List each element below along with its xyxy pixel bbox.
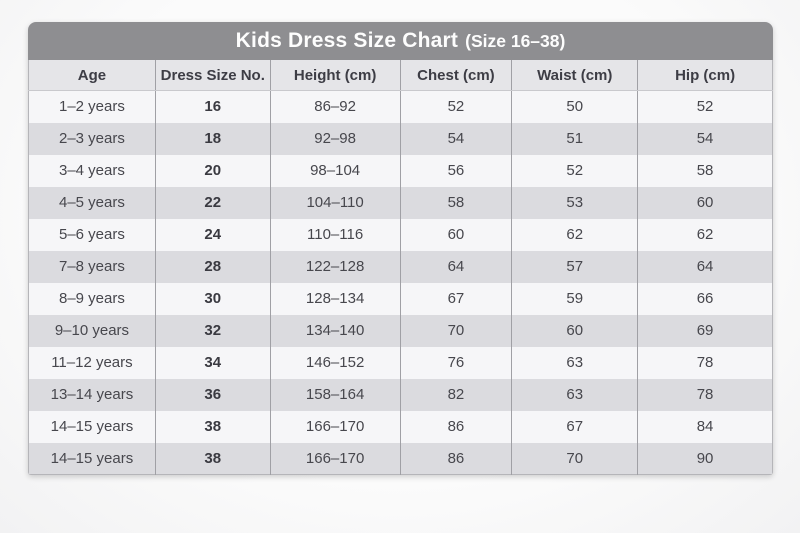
height-cell: 98–104	[269, 154, 401, 187]
table-row: 3–4 years 20 98–104 56 52 58	[28, 154, 773, 187]
hip-cell: 78	[637, 346, 773, 379]
waist-cell: 62	[511, 218, 638, 251]
table-row: 14–15 years 38 166–170 86 67 84	[28, 410, 773, 443]
waist-cell: 63	[511, 346, 638, 379]
column-header-height: Height (cm)	[269, 60, 401, 91]
height-cell: 86–92	[269, 90, 401, 123]
height-cell: 110–116	[269, 218, 401, 251]
table-row: 9–10 years 32 134–140 70 60 69	[28, 314, 773, 347]
column-header-chest: Chest (cm)	[399, 60, 512, 91]
chest-cell: 86	[399, 442, 512, 475]
age-cell: 8–9 years	[28, 282, 156, 315]
waist-cell: 59	[511, 282, 638, 315]
table-row: 8–9 years 30 128–134 67 59 66	[28, 282, 773, 315]
chest-cell: 70	[399, 314, 512, 347]
waist-cell: 52	[511, 154, 638, 187]
column-header-hip: Hip (cm)	[637, 60, 773, 91]
table-row: 2–3 years 18 92–98 54 51 54	[28, 122, 773, 155]
waist-cell: 70	[511, 442, 638, 475]
chest-cell: 64	[399, 250, 512, 283]
dress-size-cell: 36	[154, 378, 271, 411]
dress-size-cell: 22	[154, 186, 271, 219]
height-cell: 104–110	[269, 186, 401, 219]
dress-size-cell: 30	[154, 282, 271, 315]
hip-cell: 62	[637, 218, 773, 251]
dress-size-cell: 24	[154, 218, 271, 251]
size-chart-table: Age Dress Size No. Height (cm) Chest (cm…	[28, 60, 773, 475]
height-cell: 128–134	[269, 282, 401, 315]
column-header-dress-size: Dress Size No.	[154, 60, 271, 91]
dress-size-cell: 28	[154, 250, 271, 283]
height-cell: 166–170	[269, 410, 401, 443]
chart-title-bar: Kids Dress Size Chart (Size 16–38)	[28, 22, 773, 60]
dress-size-cell: 32	[154, 314, 271, 347]
age-cell: 5–6 years	[28, 218, 156, 251]
height-cell: 122–128	[269, 250, 401, 283]
waist-cell: 60	[511, 314, 638, 347]
age-cell: 13–14 years	[28, 378, 156, 411]
height-cell: 92–98	[269, 122, 401, 155]
page-title-suffix: (Size 16–38)	[465, 30, 566, 51]
height-cell: 166–170	[269, 442, 401, 475]
waist-cell: 57	[511, 250, 638, 283]
table-row: 4–5 years 22 104–110 58 53 60	[28, 186, 773, 219]
age-cell: 9–10 years	[28, 314, 156, 347]
hip-cell: 52	[637, 90, 773, 123]
size-chart-card: Kids Dress Size Chart (Size 16–38) Age D…	[28, 22, 773, 475]
age-cell: 11–12 years	[28, 346, 156, 379]
waist-cell: 67	[511, 410, 638, 443]
chest-cell: 56	[399, 154, 512, 187]
age-cell: 3–4 years	[28, 154, 156, 187]
age-cell: 1–2 years	[28, 90, 156, 123]
table-row: 7–8 years 28 122–128 64 57 64	[28, 250, 773, 283]
table-row: 11–12 years 34 146–152 76 63 78	[28, 346, 773, 379]
chest-cell: 86	[399, 410, 512, 443]
chest-cell: 54	[399, 122, 512, 155]
age-cell: 7–8 years	[28, 250, 156, 283]
chest-cell: 52	[399, 90, 512, 123]
chest-cell: 67	[399, 282, 512, 315]
page-title: Kids Dress Size Chart	[235, 29, 459, 52]
hip-cell: 66	[637, 282, 773, 315]
age-cell: 2–3 years	[28, 122, 156, 155]
waist-cell: 63	[511, 378, 638, 411]
table-row: 14–15 years 38 166–170 86 70 90	[28, 442, 773, 475]
chest-cell: 76	[399, 346, 512, 379]
age-cell: 14–15 years	[28, 410, 156, 443]
dress-size-cell: 16	[154, 90, 271, 123]
table-header-row: Age Dress Size No. Height (cm) Chest (cm…	[28, 60, 773, 91]
waist-cell: 53	[511, 186, 638, 219]
hip-cell: 90	[637, 442, 773, 475]
table-row: 5–6 years 24 110–116 60 62 62	[28, 218, 773, 251]
dress-size-cell: 38	[154, 410, 271, 443]
age-cell: 14–15 years	[28, 442, 156, 475]
waist-cell: 50	[511, 90, 638, 123]
chest-cell: 82	[399, 378, 512, 411]
hip-cell: 54	[637, 122, 773, 155]
chest-cell: 58	[399, 186, 512, 219]
hip-cell: 64	[637, 250, 773, 283]
hip-cell: 58	[637, 154, 773, 187]
column-header-age: Age	[28, 60, 156, 91]
table-row: 1–2 years 16 86–92 52 50 52	[28, 90, 773, 123]
dress-size-cell: 34	[154, 346, 271, 379]
dress-size-cell: 38	[154, 442, 271, 475]
waist-cell: 51	[511, 122, 638, 155]
hip-cell: 60	[637, 186, 773, 219]
dress-size-cell: 20	[154, 154, 271, 187]
chest-cell: 60	[399, 218, 512, 251]
hip-cell: 69	[637, 314, 773, 347]
height-cell: 158–164	[269, 378, 401, 411]
height-cell: 146–152	[269, 346, 401, 379]
height-cell: 134–140	[269, 314, 401, 347]
hip-cell: 78	[637, 378, 773, 411]
column-header-waist: Waist (cm)	[511, 60, 638, 91]
hip-cell: 84	[637, 410, 773, 443]
age-cell: 4–5 years	[28, 186, 156, 219]
table-row: 13–14 years 36 158–164 82 63 78	[28, 378, 773, 411]
dress-size-cell: 18	[154, 122, 271, 155]
